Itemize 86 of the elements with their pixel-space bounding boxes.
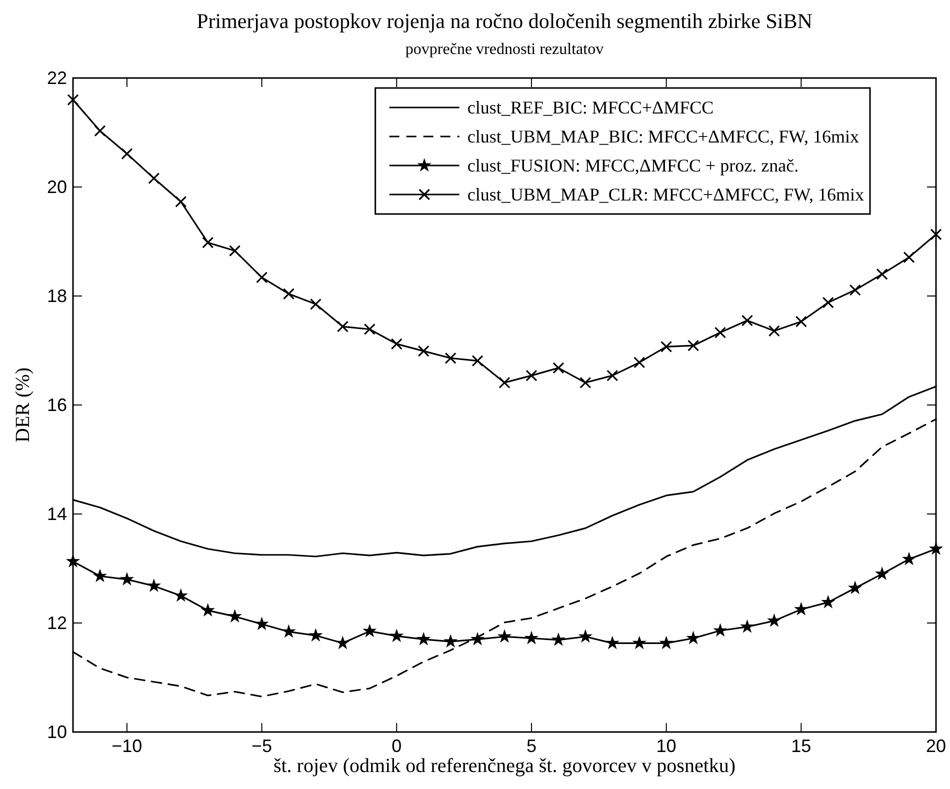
point — [552, 362, 564, 374]
point — [363, 624, 376, 637]
y-tick-label: 14 — [46, 504, 67, 524]
y-tick-label: 10 — [46, 722, 67, 742]
point — [444, 634, 458, 648]
point — [552, 633, 565, 646]
point — [768, 614, 781, 626]
point — [849, 284, 861, 296]
point — [876, 567, 889, 580]
point — [390, 629, 404, 642]
legend-label: clust_UBM_MAP_CLR: MFCC+ΔMFCC, FW, 16mix — [467, 184, 864, 204]
legend-label: clust_REF_BIC: MFCC+ΔMFCC — [467, 98, 714, 118]
point — [580, 376, 592, 388]
x-tick-label: 0 — [392, 736, 402, 756]
point — [526, 370, 538, 382]
y-tick-label: 20 — [46, 177, 67, 197]
point — [686, 631, 700, 644]
point — [175, 196, 187, 208]
point — [902, 552, 916, 565]
point — [255, 617, 268, 630]
point — [741, 314, 754, 326]
point — [174, 588, 188, 602]
point — [147, 579, 160, 592]
legend-label: clust_FUSION: MFCC,ΔMFCC + proz. znač. — [467, 156, 799, 176]
x-tick-label: 15 — [791, 736, 812, 756]
point — [903, 252, 915, 264]
point — [794, 602, 808, 615]
point — [121, 148, 133, 160]
x-tick-label: 10 — [656, 736, 676, 756]
y-axis-title: DER (%) — [12, 368, 34, 442]
point — [634, 356, 646, 368]
point — [94, 125, 106, 137]
point — [714, 624, 727, 636]
point — [714, 326, 726, 338]
y-tick-label: 16 — [46, 395, 67, 415]
point — [876, 268, 888, 280]
point — [444, 352, 456, 364]
point — [471, 632, 484, 645]
x-tick-label: 20 — [926, 736, 946, 756]
point — [822, 296, 834, 308]
point — [498, 376, 510, 388]
point — [632, 636, 646, 649]
point — [148, 172, 160, 184]
y-tick-label: 12 — [46, 613, 67, 633]
point — [740, 620, 754, 632]
point — [795, 316, 807, 328]
point — [498, 630, 511, 642]
chart-subtitle: povprečne vrednosti rezultatov — [405, 41, 604, 58]
point — [417, 632, 430, 645]
legend-label: clust_UBM_MAP_BIC: MFCC+ΔMFCC, FW, 16mix — [467, 126, 859, 146]
point — [660, 636, 673, 649]
point — [578, 630, 592, 642]
x-tick-label: −10 — [112, 736, 142, 756]
y-tick-label: 22 — [46, 68, 67, 88]
point — [228, 610, 242, 622]
point — [418, 345, 430, 357]
point — [822, 595, 835, 608]
point — [202, 236, 214, 248]
point — [606, 636, 619, 649]
point — [67, 94, 79, 106]
point — [687, 340, 700, 352]
point — [848, 581, 862, 594]
point — [336, 636, 350, 649]
point — [768, 325, 780, 337]
point — [282, 624, 296, 638]
point — [606, 370, 618, 382]
point — [930, 228, 942, 240]
point — [120, 572, 134, 585]
point — [256, 272, 268, 284]
point — [201, 604, 214, 616]
point — [660, 340, 672, 352]
point — [309, 628, 322, 642]
point — [472, 355, 484, 367]
x-tick-label: −5 — [252, 736, 272, 756]
point — [336, 320, 348, 332]
x-tick-label: 5 — [526, 736, 536, 756]
point — [390, 338, 402, 350]
point — [524, 631, 538, 644]
y-tick-label: 18 — [46, 286, 67, 306]
point — [229, 244, 241, 257]
chart-title: Primerjava postopkov rojenja na ročno določenih segmentih zbirke SiBN — [196, 9, 812, 33]
x-axis-title: št. rojev (odmik od referenčnega št. govorcev v posnetku) — [273, 755, 736, 777]
point — [282, 288, 295, 300]
point — [93, 569, 106, 582]
point — [310, 298, 322, 310]
point — [364, 323, 376, 336]
